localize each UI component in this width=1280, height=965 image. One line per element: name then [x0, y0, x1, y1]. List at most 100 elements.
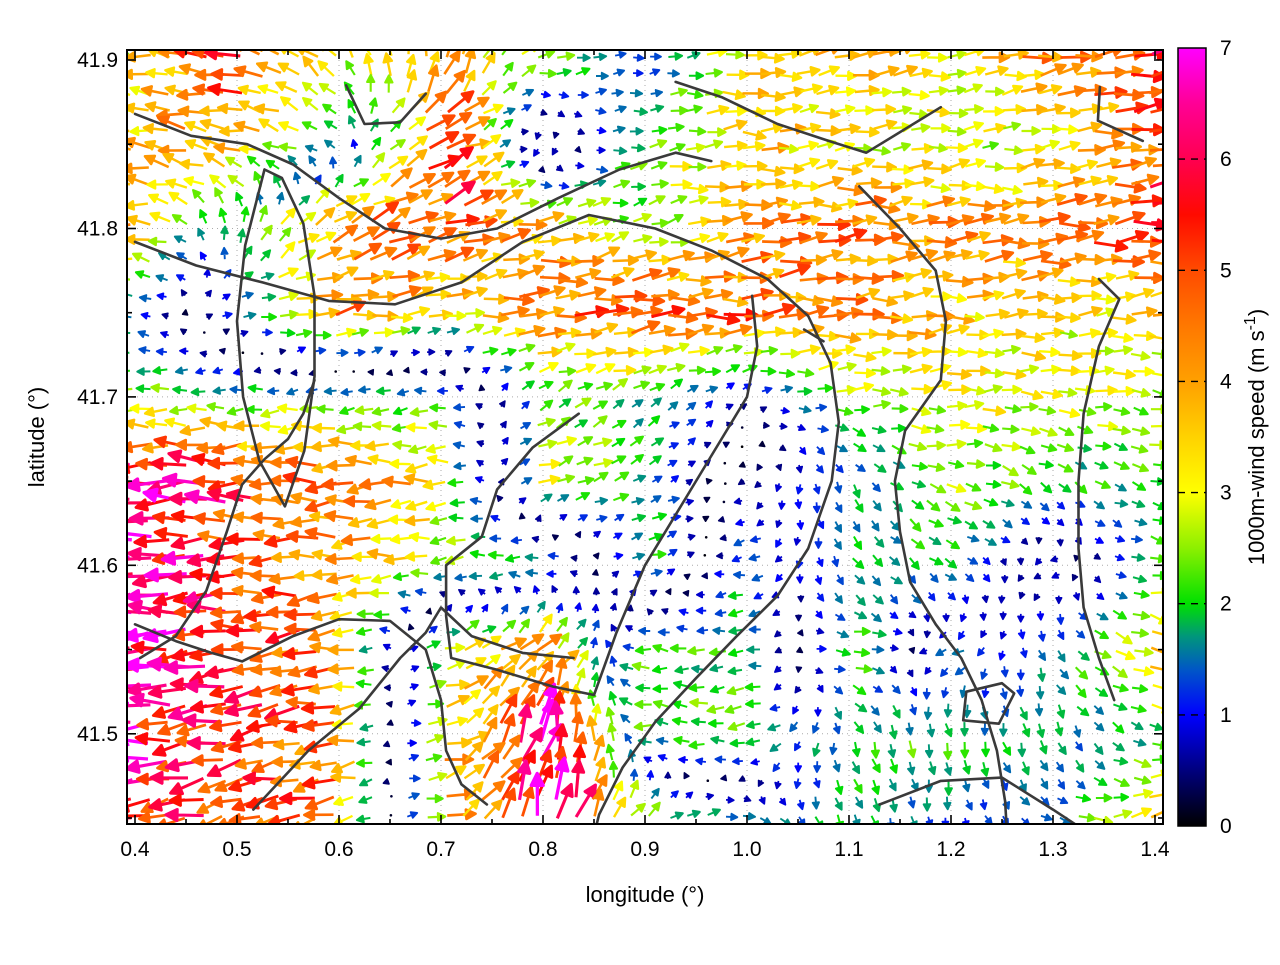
- wind-arrow: [1113, 792, 1130, 802]
- wind-arrow: [371, 346, 383, 355]
- wind-arrow: [685, 478, 694, 486]
- wind-arrow: [706, 779, 710, 782]
- wind-arrow: [391, 243, 421, 261]
- wind-arrow: [774, 665, 782, 673]
- wind-arrow: [670, 179, 693, 190]
- wind-arrow: [683, 573, 691, 580]
- wind-arrow: [1057, 796, 1069, 805]
- wind-arrow: [818, 360, 839, 371]
- wind-arrow: [262, 141, 280, 151]
- wind-arrow: [238, 50, 261, 56]
- wind-arrow: [135, 384, 151, 393]
- wind-arrow: [466, 323, 485, 334]
- wind-arrow: [945, 276, 974, 288]
- wind-arrow: [1112, 721, 1125, 734]
- wind-arrow: [685, 401, 697, 411]
- wind-arrow: [500, 189, 524, 205]
- wind-arrow: [127, 477, 168, 493]
- wind-arrow: [657, 754, 668, 762]
- wind-arrow: [453, 420, 466, 429]
- wind-arrow: [966, 459, 986, 469]
- wind-arrow: [727, 721, 746, 731]
- wind-arrow: [889, 387, 909, 397]
- wind-arrow: [1112, 609, 1127, 620]
- wind-arrow: [476, 440, 485, 448]
- wind-arrow: [688, 233, 711, 244]
- wind-arrow: [161, 312, 169, 320]
- wind-arrow: [156, 292, 167, 301]
- wind-arrow: [1057, 779, 1066, 790]
- wind-arrow: [745, 699, 761, 709]
- wind-arrow: [351, 551, 375, 562]
- wind-arrow: [871, 346, 892, 357]
- wind-arrow: [619, 697, 633, 706]
- wind-arrow: [942, 613, 950, 623]
- wind-arrow: [245, 405, 263, 414]
- wind-arrow: [540, 109, 548, 116]
- wind-arrow: [315, 231, 337, 243]
- wind-arrow: [650, 160, 668, 170]
- wind-arrow: [853, 442, 867, 453]
- wind-arrow: [984, 212, 1012, 224]
- wind-arrow: [946, 324, 970, 335]
- wind-arrow: [1020, 402, 1039, 412]
- wind-arrow: [633, 212, 652, 223]
- wind-arrow: [1149, 88, 1163, 95]
- wind-arrow: [984, 348, 1005, 358]
- wind-arrow: [186, 403, 207, 414]
- wind-arrow: [356, 737, 371, 747]
- wind-arrow: [648, 532, 664, 542]
- colorbar-tick-label: 0: [1220, 815, 1232, 838]
- wind-arrow: [854, 702, 868, 713]
- wind-arrow: [390, 312, 414, 323]
- wind-arrow: [1040, 103, 1066, 115]
- wind-arrow: [127, 759, 167, 774]
- wind-arrow: [518, 512, 526, 520]
- wind-arrow: [190, 387, 206, 397]
- wind-arrow: [682, 590, 690, 597]
- wind-arrow: [520, 680, 540, 706]
- wind-arrow: [944, 780, 953, 796]
- wind-arrow: [446, 326, 461, 336]
- wind-arrow: [874, 65, 900, 77]
- wind-arrow: [908, 611, 917, 619]
- wind-arrow: [870, 741, 880, 759]
- wind-arrow: [926, 424, 945, 434]
- wind-arrow: [762, 421, 770, 429]
- wind-arrow: [260, 272, 275, 281]
- wind-arrow: [614, 513, 625, 522]
- wind-arrow: [407, 739, 417, 747]
- wind-arrow: [707, 160, 732, 171]
- wind-arrow: [1150, 646, 1163, 654]
- wind-arrow: [926, 440, 946, 451]
- wind-arrow: [947, 196, 971, 207]
- wind-arrow: [500, 757, 523, 779]
- wind-arrow: [505, 554, 521, 563]
- wind-arrow: [728, 648, 744, 657]
- x-tick-label: 1.3: [1038, 838, 1067, 861]
- wind-arrow: [558, 275, 589, 288]
- wind-arrow: [592, 197, 612, 207]
- wind-arrow: [852, 484, 861, 499]
- wind-arrow: [760, 52, 785, 64]
- wind-arrow: [353, 178, 369, 188]
- wind-arrow: [1078, 813, 1097, 823]
- wind-arrow: [722, 500, 726, 504]
- colorbar-tick-label: 3: [1220, 482, 1232, 505]
- wind-arrow: [317, 272, 344, 284]
- wind-arrow: [127, 331, 131, 334]
- wind-arrow: [261, 312, 277, 322]
- wind-arrow: [465, 619, 480, 632]
- wind-arrow: [774, 483, 782, 492]
- wind-arrow: [1113, 345, 1133, 355]
- wind-arrow: [518, 218, 548, 231]
- wind-arrow: [207, 82, 243, 96]
- wind-arrow: [335, 195, 358, 208]
- wind-arrow: [260, 249, 272, 262]
- wind-arrow: [818, 175, 844, 188]
- wind-arrow: [613, 146, 628, 156]
- wind-arrow: [982, 141, 999, 151]
- wind-arrow: [853, 611, 868, 620]
- wind-arrow: [614, 50, 627, 59]
- wind-arrow: [982, 51, 1011, 64]
